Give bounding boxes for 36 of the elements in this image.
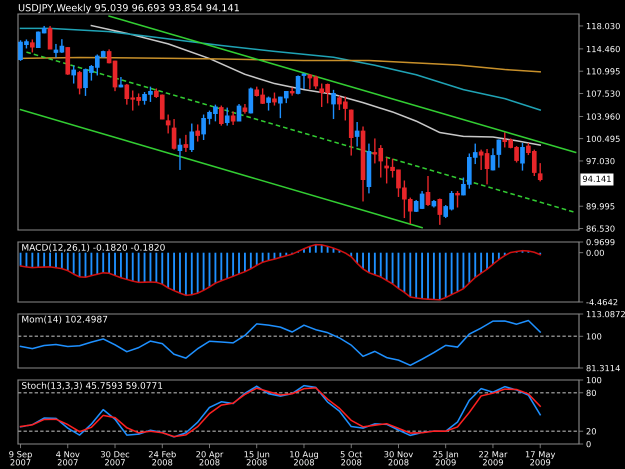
chart-title: MACD(12,26,1) -0.1820 -0.1820: [22, 244, 165, 252]
y-tick-label: 100: [586, 376, 602, 384]
x-tick-label: 25 Jan 2009: [433, 451, 458, 466]
x-tick-label: 24 Feb 2008: [148, 450, 176, 466]
y-tick-label: 81.3114: [586, 364, 620, 372]
y-tick-label: 20: [586, 428, 596, 434]
y-tick-label: 103.960: [586, 113, 620, 120]
x-tick-label: 30 Nov 2008: [384, 451, 413, 466]
x-tick-label: 10 Aug 2008: [290, 451, 318, 466]
y-tick-label: 97.030: [586, 158, 615, 164]
y-tick-label: 89.995: [586, 203, 614, 210]
y-tick-label: 107.530: [586, 90, 620, 97]
y-tick-label: 0.00: [586, 250, 604, 256]
y-tick-label: 100.495: [586, 136, 620, 142]
x-tick-label: 20 Apr 2008: [196, 451, 224, 466]
y-tick-label: 80: [586, 390, 596, 396]
y-tick-label: 118.030: [586, 22, 620, 30]
chart-title: Mom(14) 102.4987: [22, 316, 108, 324]
x-tick-label: 15 Jun 2008: [244, 451, 270, 466]
y-tick-label: 0.9699: [586, 238, 615, 246]
y-tick-label: 113.0872: [586, 310, 625, 318]
x-tick-label: 22 Mar 2009: [479, 451, 508, 466]
x-tick-label: 4 Nov 2007: [56, 451, 80, 466]
annotation: 94.141: [582, 176, 611, 182]
chart-title: USDJPY,Weekly 95.039 96.693 93.854 94.141: [18, 4, 239, 14]
y-tick-label: 100: [586, 333, 602, 340]
y-tick-label: 110.995: [586, 68, 620, 74]
y-tick-label: 114.460: [586, 46, 620, 52]
x-tick-label: 5 Oct 2008: [340, 451, 362, 466]
x-tick-label: 9 Sep 2007: [9, 451, 32, 466]
y-tick-label: -4.4642: [586, 298, 618, 306]
x-tick-label: 30 Dec 2007: [100, 451, 130, 466]
y-tick-label: 0: [586, 440, 591, 448]
y-tick-label: 86.530: [586, 225, 615, 232]
chart-title: Stoch(13,3,3) 45.7593 59.0771: [22, 382, 162, 390]
x-tick-label: 17 May 2009: [526, 451, 556, 466]
